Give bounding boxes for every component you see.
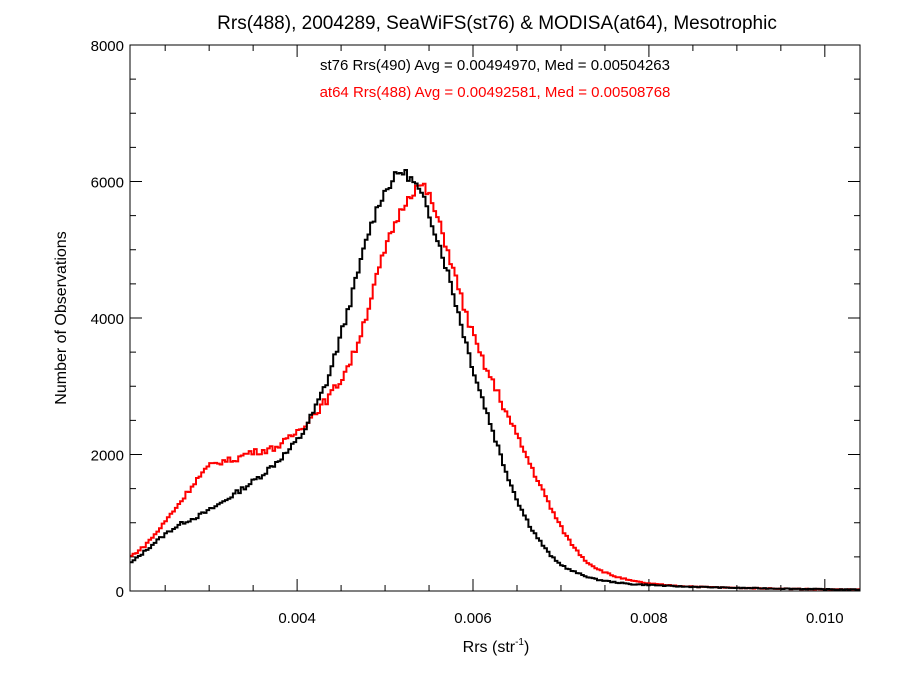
legend-entry-at64: at64 Rrs(488) Avg = 0.00492581, Med = 0.… <box>320 84 671 101</box>
x-axis-label-superscript: -1 <box>515 637 524 648</box>
plot-frame <box>129 44 861 592</box>
y-tick-label: 6000 <box>91 175 124 192</box>
x-tick-label: 0.008 <box>630 610 668 627</box>
y-tick-label: 2000 <box>91 448 124 465</box>
y-tick-label: 0 <box>116 584 124 601</box>
series-line-at64 <box>130 182 860 591</box>
x-tick-label: 0.004 <box>278 610 316 627</box>
series-layer <box>130 169 860 591</box>
axis-ticks <box>130 44 860 592</box>
y-tick-label: 4000 <box>91 311 124 328</box>
x-tick-label: 0.006 <box>454 610 492 627</box>
tick-labels: 0.004 0.006 0.008 0.010 0 2000 4000 6000 8000 <box>91 38 844 627</box>
chart-title: Rrs(488), 2004289, SeaWiFS(st76) & MODIS… <box>217 13 777 34</box>
x-axis-label-close: ) <box>524 639 529 656</box>
y-tick-label: 8000 <box>91 38 124 55</box>
series-line-st76 <box>130 169 860 591</box>
x-axis-label: Rrs (str-1) <box>463 637 530 656</box>
y-axis-label: Number of Observations <box>53 231 70 404</box>
legend-entry-st76: st76 Rrs(490) Avg = 0.00494970, Med = 0.… <box>320 57 670 74</box>
x-tick-label: 0.010 <box>806 610 844 627</box>
x-axis-label-base: Rrs (str <box>463 639 516 656</box>
